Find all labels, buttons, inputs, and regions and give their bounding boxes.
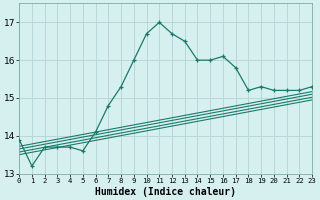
X-axis label: Humidex (Indice chaleur): Humidex (Indice chaleur) <box>95 186 236 197</box>
